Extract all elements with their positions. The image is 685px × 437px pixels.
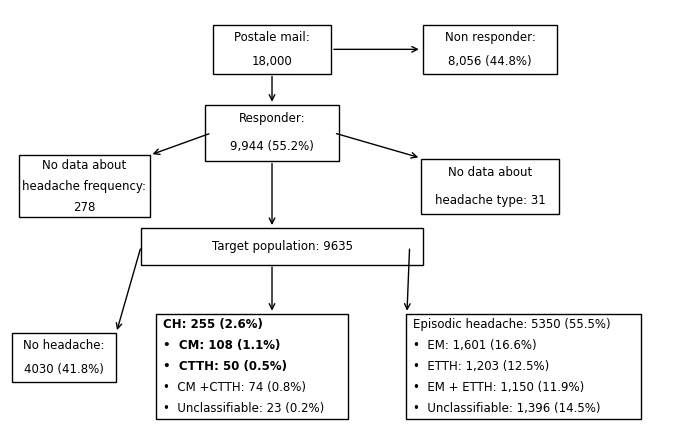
- Text: No data about: No data about: [448, 166, 532, 179]
- Text: 18,000: 18,000: [251, 55, 292, 68]
- Text: Episodic headache: 5350 (55.5%): Episodic headache: 5350 (55.5%): [413, 318, 610, 331]
- Text: 4030 (41.8%): 4030 (41.8%): [24, 364, 104, 377]
- Text: •  CTTH: 50 (0.5%): • CTTH: 50 (0.5%): [163, 360, 287, 373]
- FancyBboxPatch shape: [213, 25, 331, 74]
- FancyBboxPatch shape: [156, 314, 347, 419]
- FancyBboxPatch shape: [423, 25, 558, 74]
- Text: Non responder:: Non responder:: [445, 31, 536, 44]
- Text: 9,944 (55.2%): 9,944 (55.2%): [230, 140, 314, 153]
- Text: CH: 255 (2.6%): CH: 255 (2.6%): [163, 318, 263, 331]
- FancyBboxPatch shape: [18, 155, 149, 218]
- Text: No data about: No data about: [42, 159, 126, 172]
- Text: •  Unclassifiable: 1,396 (14.5%): • Unclassifiable: 1,396 (14.5%): [413, 402, 601, 415]
- Text: •  EM: 1,601 (16.6%): • EM: 1,601 (16.6%): [413, 339, 536, 352]
- Text: headache frequency:: headache frequency:: [22, 180, 146, 193]
- Text: 278: 278: [73, 201, 95, 214]
- Text: Target population: 9635: Target population: 9635: [212, 240, 353, 253]
- Text: •  CM: 108 (1.1%): • CM: 108 (1.1%): [163, 339, 280, 352]
- FancyBboxPatch shape: [205, 105, 339, 161]
- FancyBboxPatch shape: [12, 333, 116, 382]
- Text: 8,056 (44.8%): 8,056 (44.8%): [449, 55, 532, 68]
- Text: Responder:: Responder:: [238, 112, 306, 125]
- Text: No headache:: No headache:: [23, 339, 105, 352]
- FancyBboxPatch shape: [141, 228, 423, 264]
- Text: •  EM + ETTH: 1,150 (11.9%): • EM + ETTH: 1,150 (11.9%): [413, 381, 584, 394]
- Text: •  ETTH: 1,203 (12.5%): • ETTH: 1,203 (12.5%): [413, 360, 549, 373]
- Text: Postale mail:: Postale mail:: [234, 31, 310, 44]
- Text: •  CM +CTTH: 74 (0.8%): • CM +CTTH: 74 (0.8%): [163, 381, 306, 394]
- Text: •  Unclassifiable: 23 (0.2%): • Unclassifiable: 23 (0.2%): [163, 402, 324, 415]
- FancyBboxPatch shape: [421, 159, 559, 214]
- FancyBboxPatch shape: [406, 314, 641, 419]
- Text: headache type: 31: headache type: 31: [435, 194, 545, 207]
